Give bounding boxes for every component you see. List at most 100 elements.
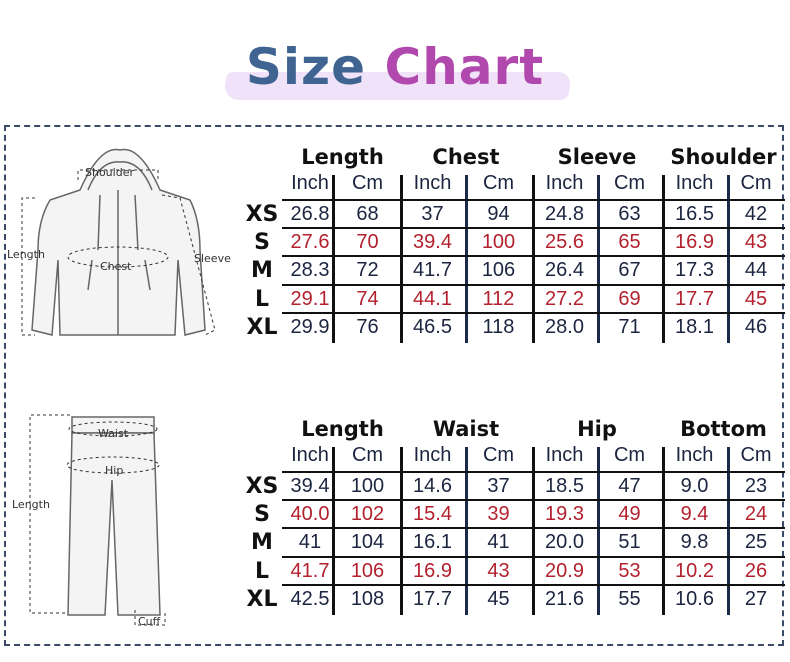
table-cell: 26 — [744, 560, 768, 582]
column-divider — [400, 447, 403, 615]
table-cell: 39.4 — [290, 475, 330, 497]
table-cell: 41.7 — [413, 259, 452, 281]
column-divider — [532, 447, 535, 615]
size-label: XL — [246, 315, 278, 340]
column-divider — [662, 175, 665, 343]
table-cell: 24.8 — [545, 203, 584, 225]
unit-header: Cm — [482, 172, 515, 194]
table-cell: 44.1 — [413, 288, 452, 310]
group-header: Sleeve — [557, 145, 637, 169]
table-cell: 25.6 — [545, 231, 584, 253]
column-divider — [332, 175, 335, 343]
table-cell: 104 — [350, 531, 385, 553]
table-cell: 17.3 — [675, 259, 714, 281]
row-divider — [282, 471, 785, 473]
table-cell: 41.7 — [290, 560, 330, 582]
table-cell: 100 — [350, 475, 385, 497]
table-cell: 18.5 — [545, 475, 584, 497]
table-cell: 45 — [744, 288, 768, 310]
table-cell: 53 — [618, 560, 641, 582]
column-divider — [597, 175, 600, 343]
unit-header: Cm — [351, 172, 384, 194]
group-header: Chest — [432, 145, 500, 169]
table-cell: 39 — [487, 503, 510, 525]
unit-header: Cm — [482, 444, 515, 466]
group-header: Length — [301, 417, 384, 441]
table-cell: 43 — [487, 560, 510, 582]
table-cell: 27 — [744, 588, 768, 610]
table-cell: 41 — [487, 531, 510, 553]
size-label: XS — [245, 474, 279, 499]
size-label: S — [254, 230, 270, 255]
table-cell: 71 — [618, 316, 641, 338]
group-header: Shoulder — [670, 145, 777, 169]
table-cell: 106 — [481, 259, 516, 281]
table-cell: 40.0 — [290, 503, 330, 525]
row-divider — [282, 284, 785, 286]
label-waist: Waist — [98, 427, 129, 440]
page-title: Size Chart — [0, 38, 790, 96]
table-cell: 42 — [744, 203, 768, 225]
table-cell: 70 — [356, 231, 379, 253]
title-size: Size — [245, 38, 367, 96]
column-divider — [727, 175, 730, 343]
column-divider — [465, 175, 468, 343]
table-cell: 26.4 — [545, 259, 584, 281]
unit-header: Inch — [545, 172, 584, 194]
table-cell: 10.2 — [675, 560, 714, 582]
table-cell: 28.3 — [290, 259, 330, 281]
label-sleeve: Sleeve — [194, 252, 231, 265]
row-divider — [282, 584, 785, 586]
table-cell: 18.1 — [675, 316, 714, 338]
size-label: XL — [246, 587, 278, 612]
table-cell: 21.6 — [545, 588, 584, 610]
size-label: M — [251, 530, 273, 555]
size-label: XS — [245, 202, 279, 227]
column-divider — [332, 447, 335, 615]
table-cell: 23 — [744, 475, 768, 497]
row-divider — [282, 255, 785, 257]
pants-size-table: Length Waist Hip Bottom Inch Cm Inch Cm Inch Cm In… — [240, 417, 785, 617]
column-divider — [662, 447, 665, 615]
table-cell: 15.4 — [413, 503, 452, 525]
size-label: L — [254, 559, 270, 584]
table-cell: 9.4 — [680, 503, 709, 525]
table-cell: 55 — [618, 588, 641, 610]
table-cell: 112 — [482, 288, 515, 310]
unit-header: Cm — [740, 172, 772, 194]
table-cell: 72 — [356, 259, 379, 281]
size-label: L — [254, 287, 270, 312]
table-cell: 69 — [618, 288, 641, 310]
table-cell: 16.1 — [413, 531, 452, 553]
table-cell: 68 — [356, 203, 379, 225]
title-chart: Chart — [384, 38, 545, 96]
table-cell: 14.6 — [413, 475, 452, 497]
table-cell: 94 — [487, 203, 510, 225]
table-cell: 29.1 — [290, 288, 330, 310]
unit-header: Cm — [613, 444, 646, 466]
table-cell: 9.0 — [680, 475, 709, 497]
table-cell: 17.7 — [413, 588, 452, 610]
unit-header: Inch — [291, 444, 329, 466]
table-cell: 102 — [350, 503, 385, 525]
label-shoulder: Shoulder — [85, 166, 134, 179]
label-pants-length: Length — [12, 498, 50, 511]
table-cell: 49 — [618, 503, 641, 525]
table-cell: 67 — [618, 259, 641, 281]
unit-header: Cm — [351, 444, 384, 466]
column-divider — [597, 447, 600, 615]
row-divider — [282, 312, 785, 314]
table-cell: 42.5 — [290, 588, 330, 610]
table-cell: 65 — [618, 231, 641, 253]
group-header: Waist — [432, 417, 500, 441]
table-cell: 27.6 — [290, 231, 330, 253]
table-cell: 41 — [298, 531, 322, 553]
column-divider — [400, 175, 403, 343]
table-cell: 37 — [487, 475, 510, 497]
table-cell: 17.7 — [675, 288, 714, 310]
table-cell: 46 — [744, 316, 768, 338]
unit-header: Inch — [413, 172, 452, 194]
table-cell: 25 — [744, 531, 768, 553]
table-cell: 43 — [744, 231, 768, 253]
table-cell: 29.9 — [290, 316, 330, 338]
